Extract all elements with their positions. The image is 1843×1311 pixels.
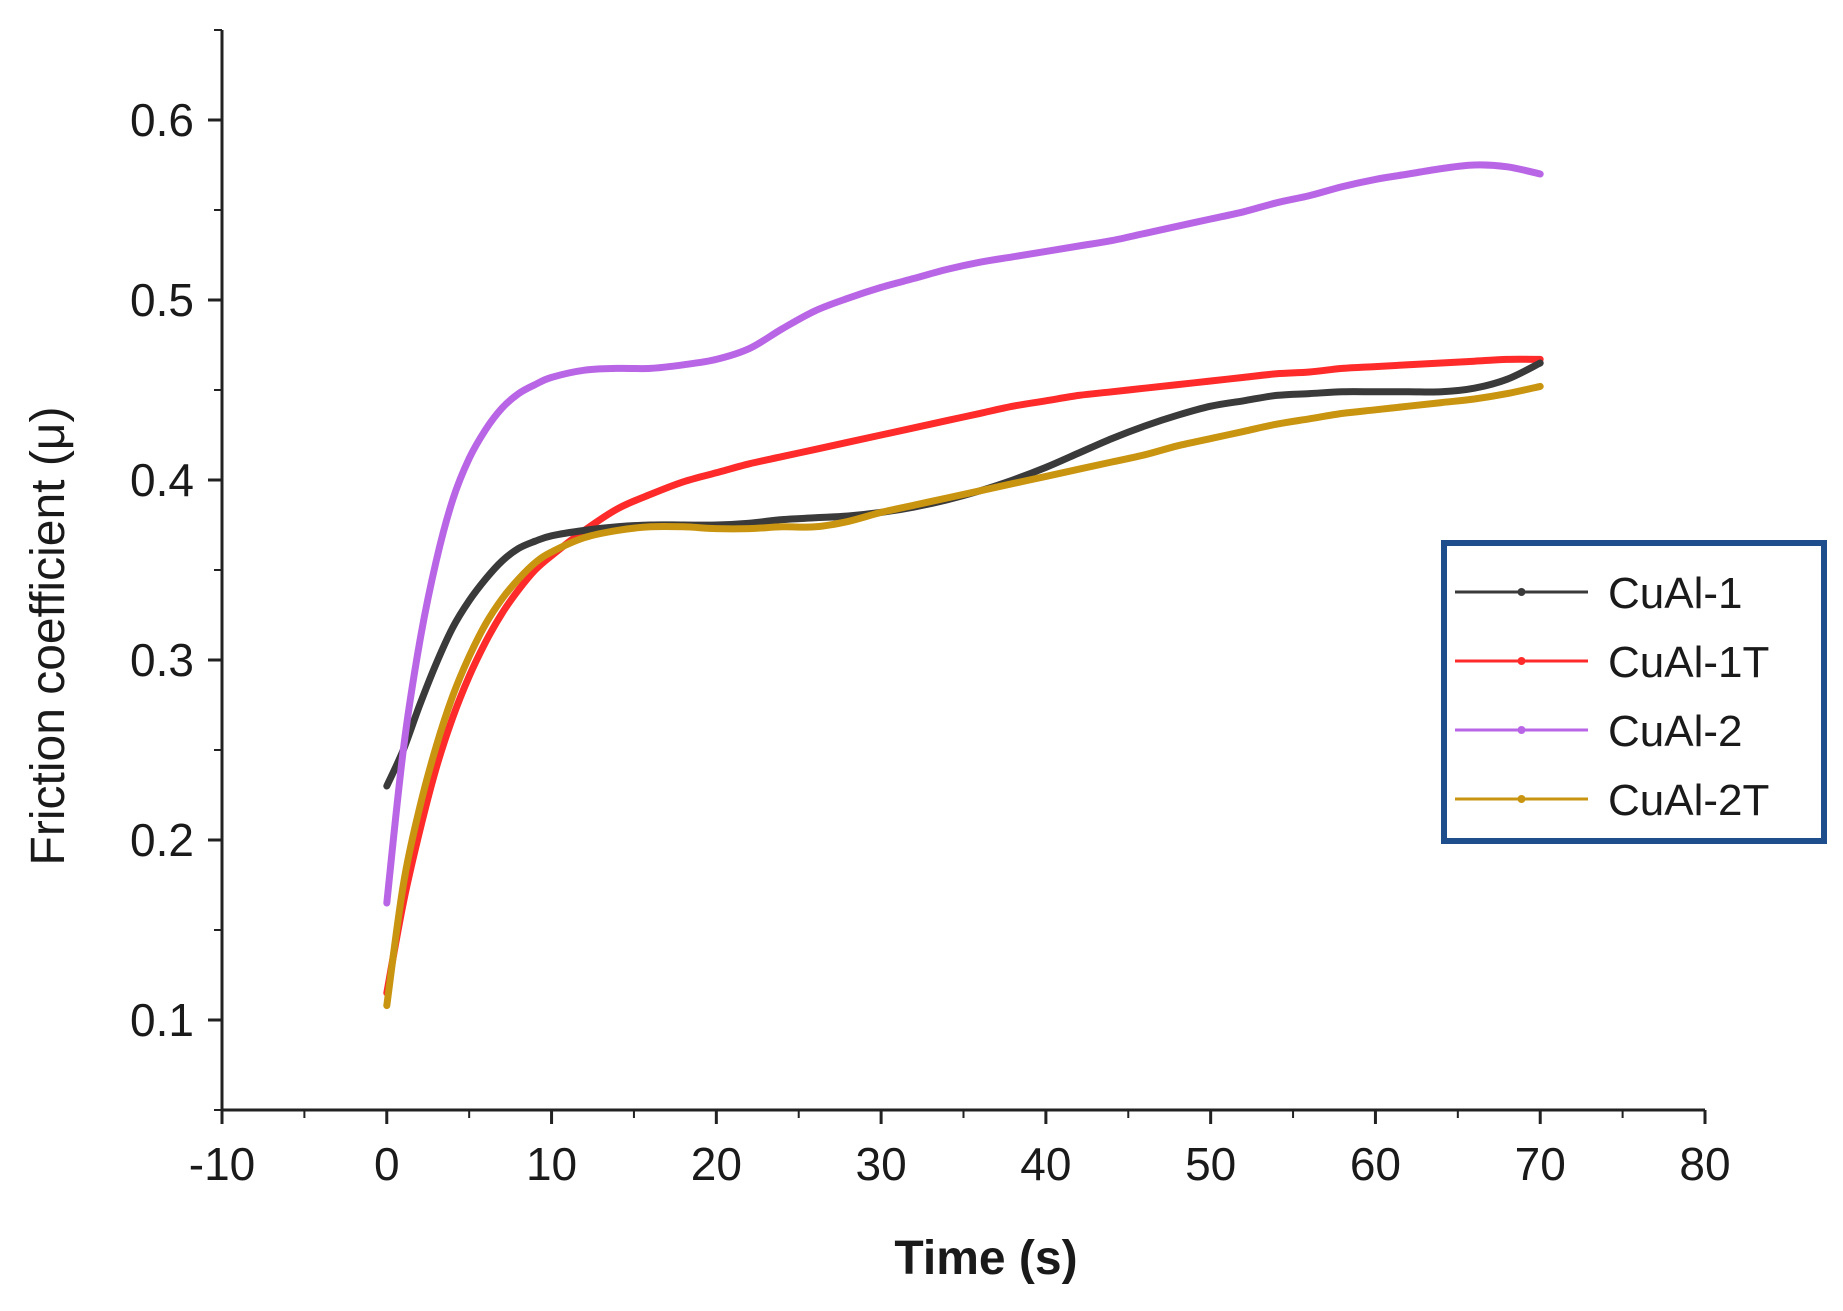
legend-label-cual-2: CuAl-2: [1608, 707, 1743, 756]
series-line-cual-1t: [383, 355, 1544, 997]
x-tick-label: 20: [691, 1138, 742, 1190]
x-tick-label: 10: [526, 1138, 577, 1190]
legend-marker-cual-2t: [1517, 795, 1526, 803]
y-tick-label: 0.5: [130, 274, 194, 326]
y-axis-title: Friction coefficient (μ): [22, 407, 75, 866]
x-tick-label: 40: [1020, 1138, 1071, 1190]
y-tick-label: 0.3: [130, 634, 194, 686]
y-tick-label: 0.2: [130, 814, 194, 866]
legend-label-cual-1t: CuAl-1T: [1608, 638, 1769, 687]
series-line-cual-2: [383, 161, 1544, 907]
y-tick-label: 0.4: [130, 454, 194, 506]
legend-marker-cual-2: [1517, 726, 1526, 734]
x-tick-label: 50: [1185, 1138, 1236, 1190]
plot-area: [383, 161, 1544, 1010]
x-tick-label: 80: [1679, 1138, 1730, 1190]
y-tick-label: 0.1: [130, 994, 194, 1046]
x-tick-label: 30: [856, 1138, 907, 1190]
x-tick-label: -10: [189, 1138, 255, 1190]
legend: CuAl-1 CuAl-1T CuAl-2 CuAl-2T: [1441, 540, 1827, 844]
x-tick-label: 70: [1515, 1138, 1566, 1190]
x-tick-label: 0: [374, 1138, 400, 1190]
axes: -10 0 10 20 30 40 50 60 70 80 0.1 0.2 0.3 0.4 0.5 0.6: [130, 29, 1731, 1190]
legend-label-cual-2t: CuAl-2T: [1608, 776, 1769, 825]
legend-label-cual-1: CuAl-1: [1608, 569, 1743, 618]
legend-marker-cual-1t: [1517, 657, 1526, 665]
series-line-cual-1: [383, 359, 1544, 790]
x-axis-title: Time (s): [894, 1232, 1077, 1285]
y-tick-label: 0.6: [130, 94, 194, 146]
series-line-cual-2t: [383, 382, 1544, 1010]
legend-marker-cual-1: [1517, 588, 1526, 596]
x-tick-label: 60: [1350, 1138, 1401, 1190]
